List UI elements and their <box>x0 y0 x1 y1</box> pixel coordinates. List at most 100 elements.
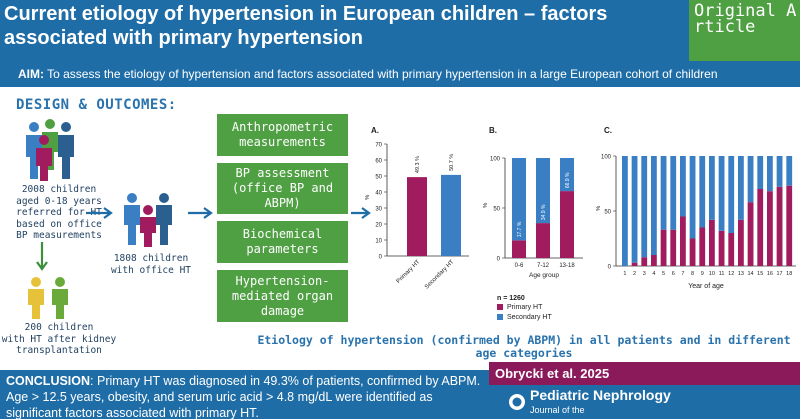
legend-item-secondary: Secondary HT <box>497 312 552 322</box>
assessment-bp: BP assessment (office BP and ABPM) <box>217 163 348 214</box>
x-tick-label: 7-12 <box>537 263 550 269</box>
x-tick-label: 12 <box>728 271 734 277</box>
bar <box>407 177 427 256</box>
bar-primary <box>651 255 657 266</box>
children-group-icon <box>26 119 74 181</box>
assessment-anthropometric: Anthropometric measurements <box>217 114 348 156</box>
chart-b-label: B. <box>489 126 497 135</box>
x-tick-label: Primary HT <box>396 259 422 285</box>
journal-name: Pediatric Nephrology <box>530 387 671 403</box>
y-axis-label: % <box>596 205 602 211</box>
x-tick-label: 17 <box>777 271 783 277</box>
bar-secondary <box>728 156 735 233</box>
data-label: 17.7 % <box>517 221 523 237</box>
chart-c-label: C. <box>604 126 612 135</box>
header-banner <box>0 0 800 61</box>
page-title: Current etiology of hypertension in Euro… <box>4 3 608 49</box>
y-tick-label: 50 <box>604 210 611 216</box>
bar-primary <box>767 191 773 266</box>
bar-secondary <box>560 158 574 192</box>
y-axis-label: % <box>483 202 489 208</box>
bar-primary <box>680 216 686 266</box>
y-tick-label: 70 <box>375 143 382 149</box>
group-transplant-text: 200 children with HT after kidney transp… <box>1 322 117 356</box>
arrow-right-icon <box>188 207 213 219</box>
x-tick-label: 18 <box>786 271 792 277</box>
group-all-children-text: 2008 children aged 0-18 years referred f… <box>16 184 102 241</box>
bar-secondary <box>767 156 773 192</box>
y-tick-label: 50 <box>375 175 382 181</box>
legend-n: n = 1260 <box>497 295 525 302</box>
y-tick-label: 60 <box>375 159 382 165</box>
x-tick-label: 4 <box>652 271 655 277</box>
arrow-right-icon <box>86 207 113 219</box>
data-label: 50.7 % <box>449 154 455 171</box>
legend-swatch-primary <box>497 304 503 310</box>
data-label: 49.3 % <box>415 156 421 173</box>
bar-secondary <box>631 156 638 263</box>
bar-primary <box>670 229 677 266</box>
x-tick-label: 13 <box>738 271 744 277</box>
journal-banner <box>489 385 800 419</box>
design-outcomes-title: DESIGN & OUTCOMES: <box>16 97 177 113</box>
conclusion-box: CONCLUSION: Primary HT was diagnosed in … <box>0 370 489 419</box>
y-tick-label: 10 <box>375 239 382 245</box>
chart-b: 0 50 100% 17.7 % 0-6 34.9 % 7-12 66.9 % 13-18Age… <box>483 157 583 279</box>
x-tick-label: 9 <box>701 271 704 277</box>
data-label: 66.9 % <box>565 172 571 188</box>
bar-secondary <box>651 156 657 255</box>
y-tick-label: 50 <box>493 207 500 213</box>
x-tick-label: 8 <box>691 271 694 277</box>
x-tick-label: 13-18 <box>559 263 575 269</box>
bar-secondary <box>776 156 783 187</box>
bar-secondary <box>680 156 686 217</box>
arrow-right-icon <box>351 207 371 219</box>
bar-secondary <box>660 156 667 230</box>
legend-item-primary: Primary HT <box>497 302 552 312</box>
y-tick-label: 100 <box>490 157 501 163</box>
figure-caption: Etiology of hypertension (confirmed by A… <box>257 333 791 360</box>
data-label: 34.9 % <box>541 204 547 220</box>
bar-primary <box>738 219 744 266</box>
legend-label-secondary: Secondary HT <box>507 313 552 321</box>
x-tick-label: 7 <box>681 271 684 277</box>
citation: Obrycki et al. 2025 <box>489 362 800 385</box>
bar <box>441 174 461 256</box>
y-tick-label: 0 <box>608 265 612 271</box>
aim-bar <box>0 61 800 87</box>
bar-primary <box>728 233 735 266</box>
article-type-badge: Original Article <box>689 0 800 61</box>
bar-secondary <box>718 156 725 231</box>
bar-secondary <box>670 156 677 230</box>
aim-label: AIM: <box>18 67 44 81</box>
bar-secondary <box>622 156 628 266</box>
x-tick-label: 0-6 <box>515 263 524 269</box>
x-tick-label: 10 <box>709 271 715 277</box>
aim-statement: AIM: To assess the etiology of hypertens… <box>18 67 718 81</box>
bar-primary <box>512 240 526 258</box>
y-tick-label: 40 <box>375 191 382 197</box>
bar-primary <box>747 202 754 266</box>
bar-secondary <box>738 156 744 220</box>
bar-primary <box>560 191 574 258</box>
x-axis-label: Age group <box>529 272 559 279</box>
transplant-children-icon <box>28 277 68 319</box>
y-tick-label: 0 <box>379 255 383 261</box>
chart-a-label: A. <box>371 126 379 135</box>
legend-swatch-secondary <box>497 314 503 320</box>
y-axis-label: % <box>365 194 371 200</box>
x-tick-label: 14 <box>748 271 754 277</box>
bar-secondary <box>536 158 550 224</box>
aim-text: To assess the etiology of hypertension a… <box>47 67 718 81</box>
x-tick-label: 15 <box>757 271 763 277</box>
bar-primary <box>757 189 764 266</box>
y-tick-label: 30 <box>375 207 382 213</box>
bar-primary <box>776 186 783 266</box>
x-tick-label: 6 <box>672 271 675 277</box>
bar-primary <box>660 229 667 266</box>
x-axis-label: Year of age <box>688 283 724 290</box>
bar-primary <box>689 238 696 266</box>
bar-primary <box>699 227 706 266</box>
bar-secondary <box>689 156 696 239</box>
assessment-biochemical: Biochemical parameters <box>217 221 348 263</box>
